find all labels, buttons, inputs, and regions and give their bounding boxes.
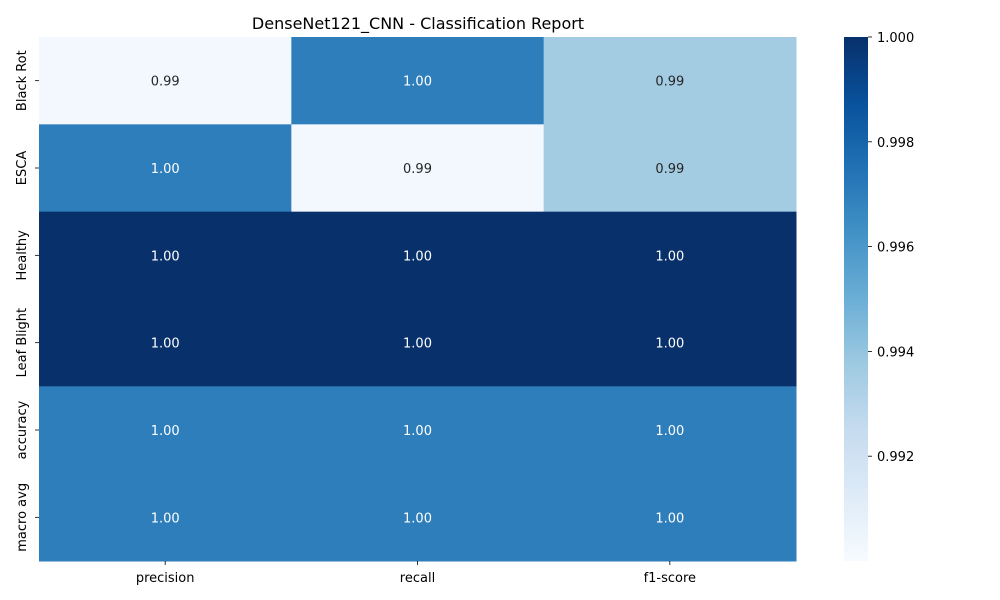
colorbar-tick-label: 1.000 — [877, 31, 914, 46]
cell-annotation: 1.00 — [151, 162, 180, 177]
y-tick-label: macro avg — [15, 483, 30, 552]
heatmap-cell — [291, 124, 545, 213]
heatmap-cell — [39, 299, 292, 387]
heatmap-cell — [543, 473, 797, 562]
y-tick-label: Leaf Blight — [15, 308, 30, 377]
heatmap-cell — [39, 386, 292, 475]
x-axis: precision recall f1-score — [136, 561, 696, 586]
cell-annotation: 1.00 — [655, 249, 684, 264]
heatmap-cell — [291, 473, 545, 562]
cell-annotation: 1.00 — [655, 424, 684, 439]
cell-annotation: 1.00 — [403, 511, 432, 526]
heatmap-cell — [543, 124, 797, 213]
colorbar: 0.992 0.994 0.996 0.998 1.000 — [844, 31, 914, 561]
colorbar-tick-label: 0.998 — [877, 136, 914, 151]
y-tick-label: Black Rot — [15, 50, 30, 111]
x-tick-label: f1-score — [644, 571, 696, 586]
colorbar-gradient — [844, 37, 868, 561]
cell-annotation: 1.00 — [151, 249, 180, 264]
cell-annotation: 1.00 — [403, 337, 432, 352]
cell-annotation: 1.00 — [403, 249, 432, 264]
heatmap-cell — [543, 299, 797, 387]
y-tick-label: ESCA — [15, 151, 30, 186]
heatmap-cell — [39, 37, 292, 125]
y-tick-label: Healthy — [15, 230, 30, 281]
heatmap-cell — [291, 386, 545, 475]
y-axis: Black Rot ESCA Healthy Leaf Blight accuracy m… — [15, 50, 39, 552]
cell-annotation: 0.99 — [403, 162, 432, 177]
heatmap-cell — [39, 124, 292, 213]
colorbar-tick-label: 0.996 — [877, 241, 914, 256]
cell-annotation: 1.00 — [151, 511, 180, 526]
cell-annotation: 1.00 — [655, 337, 684, 352]
heatmap-cell — [39, 211, 292, 300]
chart-title: DenseNet121_CNN - Classification Report — [252, 14, 584, 34]
heatmap-cell — [39, 473, 292, 562]
cell-annotation: 1.00 — [403, 75, 432, 90]
cell-annotation: 0.99 — [151, 75, 180, 90]
cell-annotation: 1.00 — [151, 337, 180, 352]
cell-annotation: 1.00 — [151, 424, 180, 439]
heatmap-cell — [291, 211, 545, 300]
y-tick-label: accuracy — [15, 400, 30, 459]
heatmap-cells: 0.99 1.00 0.99 1.00 0.99 0.99 1.00 1.00 1.00 1.00… — [39, 37, 797, 562]
x-tick-label: precision — [136, 571, 195, 586]
x-tick-label: recall — [400, 571, 435, 586]
heatmap-cell — [291, 37, 545, 125]
heatmap-cell — [543, 37, 797, 125]
heatmap-cell — [543, 211, 797, 300]
heatmap-cell — [291, 299, 545, 387]
cell-annotation: 1.00 — [403, 424, 432, 439]
colorbar-tick-label: 0.994 — [877, 345, 914, 360]
heatmap-cell — [543, 386, 797, 475]
cell-annotation: 0.99 — [655, 75, 684, 90]
colorbar-tick-label: 0.992 — [877, 450, 914, 465]
cell-annotation: 1.00 — [655, 511, 684, 526]
cell-annotation: 0.99 — [655, 162, 684, 177]
